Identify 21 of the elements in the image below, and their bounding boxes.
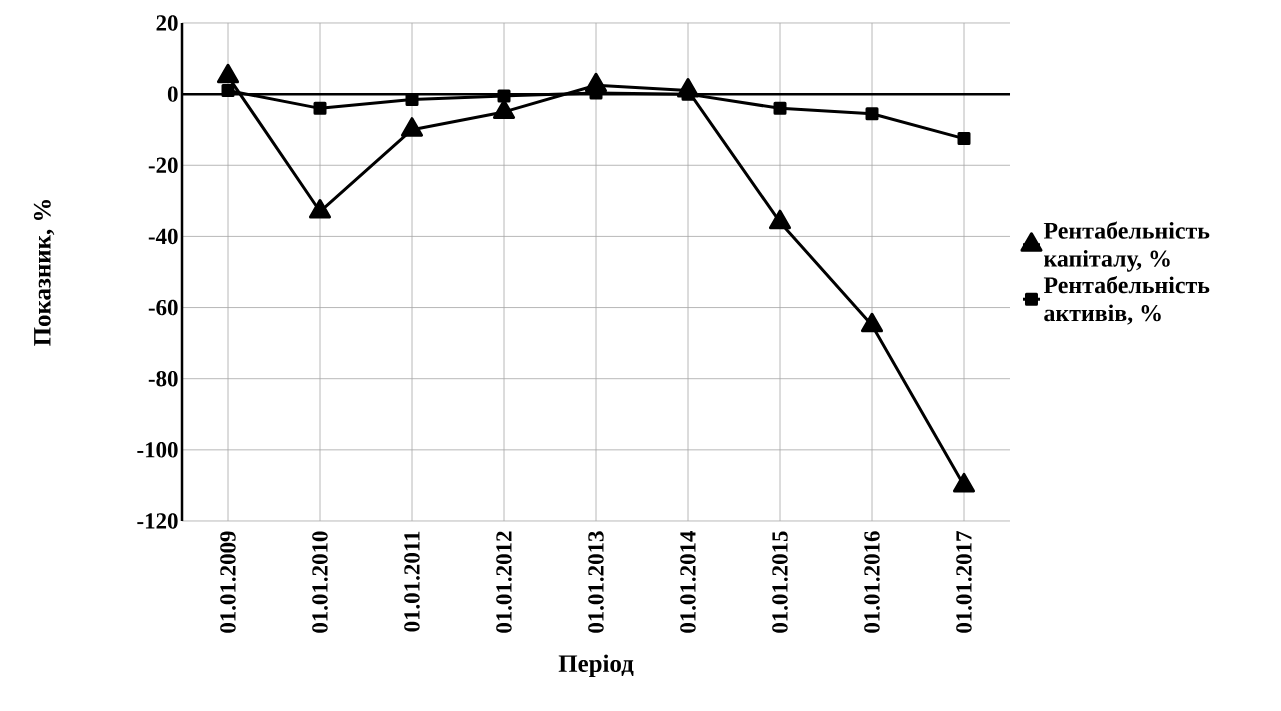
- y-tick-label: -80: [148, 370, 178, 387]
- x-tick-label: 01.01.2015: [772, 531, 788, 633]
- x-tick-label: 01.01.2012: [496, 531, 512, 633]
- y-axis-title: Показник, %: [33, 200, 55, 346]
- y-tick-label: -60: [148, 299, 178, 316]
- y-tick-label: -40: [148, 228, 178, 245]
- legend-label: Рентабельність капіталу, %: [1043, 221, 1210, 272]
- y-tick-label: -120: [137, 513, 178, 529]
- x-tick-label: 01.01.2009: [220, 531, 236, 633]
- x-tick-label: 01.01.2013: [588, 531, 604, 633]
- x-tick-label: 01.01.2017: [956, 531, 972, 633]
- x-axis-title: Період: [558, 654, 634, 678]
- y-tick-label: -100: [137, 442, 178, 458]
- x-tick-label: 01.01.2010: [312, 531, 328, 633]
- x-tick-label: 01.01.2011: [404, 531, 420, 632]
- y-tick-label: -20: [148, 157, 178, 173]
- y-tick-label: 20: [156, 15, 178, 31]
- y-tick-label: 0: [167, 86, 178, 102]
- x-tick-label: 01.01.2014: [680, 530, 696, 633]
- x-tick-label: 01.01.2016: [864, 531, 880, 633]
- legend-label: Рентабельність активів, %: [1043, 275, 1210, 325]
